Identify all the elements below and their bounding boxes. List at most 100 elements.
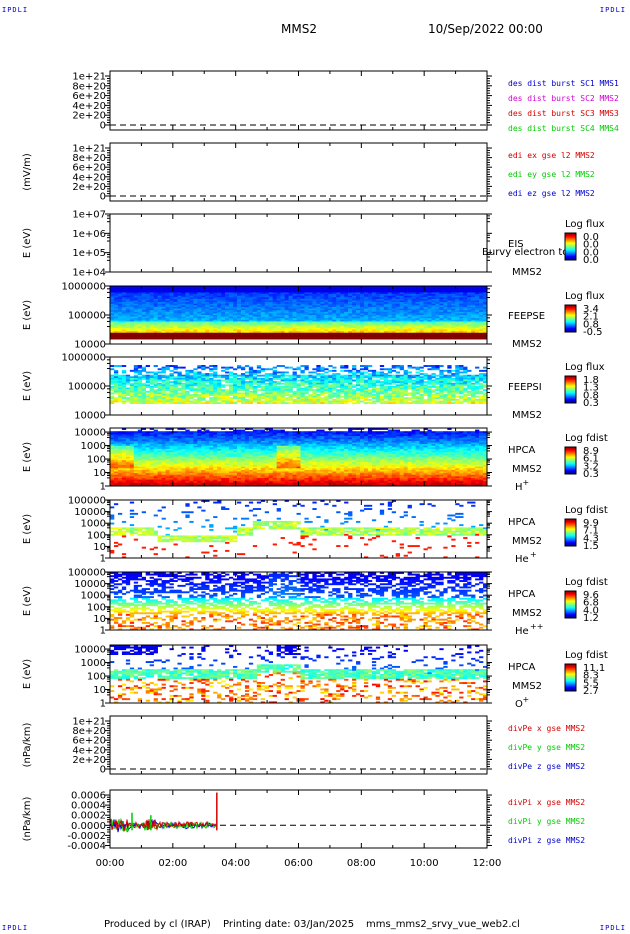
spectrogram-cell	[292, 316, 297, 319]
spectrogram-cell	[296, 379, 301, 382]
spectrogram-cell	[173, 303, 178, 306]
spectrogram-cell	[352, 308, 357, 311]
spectrogram-cell	[133, 321, 139, 324]
spectrogram-cell	[411, 313, 416, 316]
spectrogram-cell	[407, 316, 412, 319]
spectrogram-cell	[145, 371, 150, 374]
spectrogram-cell	[141, 335, 147, 338]
spectrogram-cell	[379, 297, 385, 300]
spectrogram-cell	[435, 397, 440, 400]
spectrogram-cell	[244, 315, 250, 317]
spectrogram-cell	[360, 313, 365, 316]
spectrogram-cell	[379, 302, 385, 305]
spectrogram-cell	[395, 287, 400, 290]
spectrogram-cell	[157, 334, 162, 337]
spectrogram-cell	[308, 287, 313, 290]
spacecraft-label: MMS2	[512, 339, 542, 350]
spectrogram-cell	[423, 402, 428, 405]
spectrogram-cell	[197, 286, 202, 288]
spectrogram-cell	[288, 319, 293, 322]
spectrogram-cell	[356, 306, 361, 309]
spectrogram-cell	[236, 311, 242, 314]
spectrogram-cell	[427, 365, 432, 367]
spectrogram-cell	[125, 286, 131, 288]
spectrogram-cell	[332, 315, 337, 317]
spectrogram-cell	[312, 402, 317, 405]
spectrogram-cell	[367, 335, 373, 338]
spectrogram-cell	[292, 292, 297, 295]
spectrogram-cell	[336, 290, 341, 293]
spectrogram-cell	[229, 326, 234, 329]
spectrogram-cell	[189, 298, 194, 301]
spectrogram-cell	[181, 326, 186, 329]
spectrogram-cell	[209, 365, 214, 367]
spectrogram-cell	[193, 287, 198, 290]
spectrogram-cell	[233, 337, 238, 340]
spectrogram-cell	[395, 294, 400, 296]
spectrogram-cell	[217, 331, 222, 334]
spectrogram-cell	[367, 395, 373, 398]
spectrogram-cell	[268, 319, 274, 322]
spectrogram-cell	[201, 311, 206, 314]
spectrogram-cell	[268, 294, 274, 296]
spectrogram-cell	[229, 316, 234, 319]
spectrogram-cell	[201, 298, 206, 301]
spectrogram-cell	[129, 323, 135, 325]
spectrogram-cell	[371, 316, 377, 319]
spectrogram-cell	[324, 332, 329, 335]
spectrogram-cell	[411, 397, 416, 400]
spectrogram-cell	[141, 306, 147, 309]
spectrogram-cell	[169, 306, 174, 309]
spectrogram-cell	[340, 402, 345, 405]
spectrogram-cell	[348, 305, 353, 308]
spectrogram-cell	[399, 318, 404, 321]
spectrogram-cell	[121, 331, 127, 334]
spectrogram-cell	[117, 306, 123, 309]
spectrogram-cell	[217, 295, 222, 298]
spectrogram-cell	[419, 402, 424, 405]
spectrogram-cell	[280, 332, 285, 335]
spectrogram-cell	[415, 294, 420, 296]
spectrogram-cell	[280, 382, 285, 385]
spectrogram-cell	[340, 297, 345, 300]
spectrogram-cell	[113, 305, 119, 308]
spectrogram-cell	[145, 313, 150, 316]
spectrogram-cell	[233, 297, 238, 300]
spectrogram-cell	[248, 302, 254, 305]
spectrogram-cell	[375, 381, 381, 384]
spectrogram-cell	[336, 316, 341, 319]
spectrogram-cell	[221, 386, 226, 388]
spectrogram-cell	[189, 294, 194, 296]
spectrogram-cell	[169, 365, 174, 367]
spectrogram-cell	[304, 302, 309, 305]
spectrogram-cell	[340, 310, 345, 313]
spectrogram-cell	[145, 297, 150, 300]
spectrogram-cell	[145, 298, 150, 301]
spectrogram-cell	[324, 305, 329, 308]
spectrogram-cell	[165, 302, 170, 305]
spectrogram-cell	[110, 286, 115, 288]
spectrogram-cell	[165, 326, 170, 329]
spectrogram-cell	[169, 290, 174, 293]
spectrogram-cell	[296, 402, 301, 405]
spectrogram-cell	[395, 290, 400, 293]
spectrogram-cell	[121, 306, 127, 309]
spectrogram-cell	[288, 297, 293, 300]
spectrogram-cell	[113, 295, 119, 298]
spectrogram-cell	[205, 300, 210, 303]
spectrogram-cell	[363, 290, 369, 293]
spectrogram-cell	[217, 292, 222, 295]
spectrogram-cell	[296, 334, 301, 337]
spectrogram-cell	[177, 290, 182, 293]
spectrogram-cell	[284, 402, 289, 405]
ytick-label: 1e+21	[72, 72, 106, 83]
spectrogram-cell	[145, 295, 150, 298]
spectrogram-cell	[233, 294, 238, 296]
spectrogram-cell	[280, 286, 285, 288]
spectrogram-cell	[407, 331, 412, 334]
spectrogram-cell	[197, 313, 202, 316]
spectrogram-cell	[185, 308, 190, 311]
spectrogram-cell	[340, 332, 345, 335]
spectrogram-cell	[276, 303, 281, 306]
spectrogram-cell	[367, 300, 373, 303]
